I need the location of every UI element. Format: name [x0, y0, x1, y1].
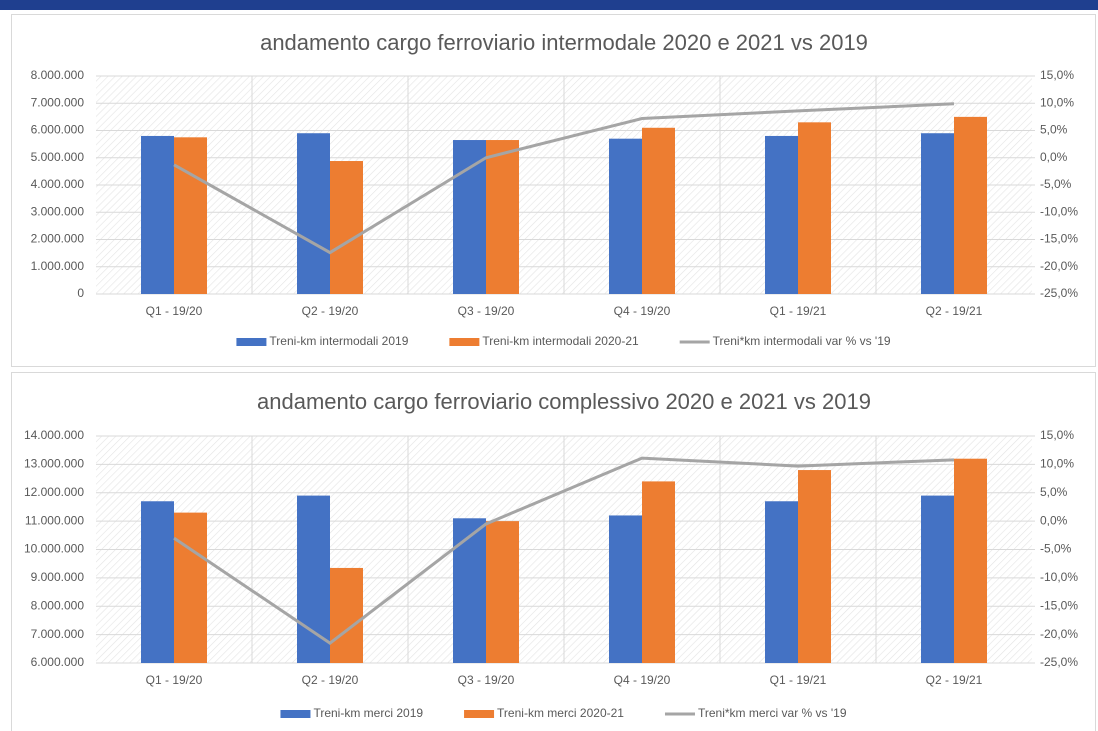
bar — [486, 140, 519, 294]
y-tick-label: 0 — [77, 286, 84, 300]
y2-tick-label: -5,0% — [1040, 177, 1072, 191]
bar — [330, 567, 363, 663]
legend-swatch — [280, 710, 311, 718]
x-tick-label: Q1 - 19/21 — [770, 673, 827, 687]
bar — [141, 135, 174, 294]
y-tick-label: 4.000.000 — [31, 177, 85, 191]
y-tick-label: 5.000.000 — [31, 150, 85, 164]
x-tick-label: Q4 - 19/20 — [614, 673, 671, 687]
line — [173, 102, 955, 255]
bar — [765, 135, 798, 294]
x-tick-label: Q1 - 19/21 — [770, 304, 827, 318]
y2-tick-label: -25,0% — [1040, 655, 1078, 669]
y-tick-label: 14.000.000 — [24, 428, 84, 442]
y-tick-label: 10.000.000 — [24, 542, 84, 556]
y-tick-label: 11.000.000 — [25, 513, 84, 527]
y-tick-label: 6.000.000 — [31, 655, 85, 669]
x-tick-label: Q2 - 19/20 — [302, 673, 359, 687]
chart-title: andamento cargo ferroviario intermodale … — [260, 30, 868, 55]
bar — [642, 481, 675, 663]
y2-tick-label: -15,0% — [1040, 598, 1078, 612]
x-tick-label: Q2 - 19/21 — [926, 304, 983, 318]
bar — [954, 458, 987, 663]
y2-tick-label: 5,0% — [1040, 485, 1068, 499]
legend-label: Treni*km merci var % vs '19 — [698, 706, 847, 720]
y-tick-label: 13.000.000 — [24, 457, 84, 471]
y2-tick-label: -20,0% — [1040, 259, 1078, 273]
y2-tick-label: 10,0% — [1040, 457, 1074, 471]
y-tick-label: 8.000.000 — [31, 68, 85, 82]
y2-tick-label: 5,0% — [1040, 123, 1068, 137]
bar — [798, 470, 831, 663]
bar — [453, 518, 486, 663]
bar — [174, 512, 207, 663]
bar — [297, 133, 330, 294]
bar — [798, 122, 831, 294]
bar — [642, 127, 675, 295]
bar — [486, 521, 519, 663]
y2-tick-label: -15,0% — [1040, 232, 1078, 246]
bar — [297, 495, 330, 663]
bar — [330, 161, 363, 294]
line — [173, 456, 955, 645]
bar — [453, 140, 486, 294]
bar — [765, 501, 798, 663]
y-tick-label: 8.000.000 — [31, 598, 85, 612]
x-tick-label: Q2 - 19/20 — [302, 304, 359, 318]
x-tick-label: Q3 - 19/20 — [458, 673, 515, 687]
y-tick-label: 1.000.000 — [31, 259, 85, 273]
bar — [954, 116, 987, 294]
y2-tick-label: -25,0% — [1040, 286, 1078, 300]
y2-tick-label: 0,0% — [1040, 513, 1068, 527]
header-strip — [0, 0, 1098, 10]
legend-label: Treni-km merci 2019 — [313, 706, 423, 720]
bar — [921, 133, 954, 294]
legend-swatch — [236, 338, 267, 346]
legend-swatch — [464, 710, 495, 718]
chart-title: andamento cargo ferroviario complessivo … — [257, 389, 871, 414]
y-tick-label: 6.000.000 — [31, 123, 85, 137]
bar — [921, 495, 954, 663]
y-tick-label: 7.000.000 — [31, 627, 85, 641]
y2-tick-label: 10,0% — [1040, 95, 1074, 109]
legend-label: Treni*km intermodali var % vs '19 — [713, 334, 891, 348]
y-tick-label: 7.000.000 — [31, 95, 85, 109]
x-tick-label: Q2 - 19/21 — [926, 673, 983, 687]
y2-tick-label: 0,0% — [1040, 150, 1068, 164]
legend-label: Treni-km merci 2020-21 — [497, 706, 624, 720]
bar — [609, 138, 642, 294]
y-tick-label: 9.000.000 — [31, 570, 85, 584]
y2-tick-label: 15,0% — [1040, 428, 1074, 442]
legend-label: Treni-km intermodali 2020-21 — [482, 334, 639, 348]
x-tick-label: Q3 - 19/20 — [458, 304, 515, 318]
y2-tick-label: -10,0% — [1040, 204, 1078, 218]
y2-tick-label: -20,0% — [1040, 627, 1078, 641]
bar — [141, 501, 174, 663]
y2-tick-label: 15,0% — [1040, 68, 1074, 82]
legend-label: Treni-km intermodali 2019 — [269, 334, 408, 348]
x-tick-label: Q4 - 19/20 — [614, 304, 671, 318]
x-tick-label: Q1 - 19/20 — [146, 304, 203, 318]
legend-swatch — [449, 338, 480, 346]
y-tick-label: 2.000.000 — [31, 232, 85, 246]
y2-tick-label: -10,0% — [1040, 570, 1078, 584]
y-tick-label: 3.000.000 — [31, 204, 85, 218]
bar — [609, 515, 642, 663]
y2-tick-label: -5,0% — [1040, 542, 1072, 556]
y-tick-label: 12.000.000 — [24, 485, 84, 499]
bar — [174, 137, 207, 294]
x-tick-label: Q1 - 19/20 — [146, 673, 203, 687]
